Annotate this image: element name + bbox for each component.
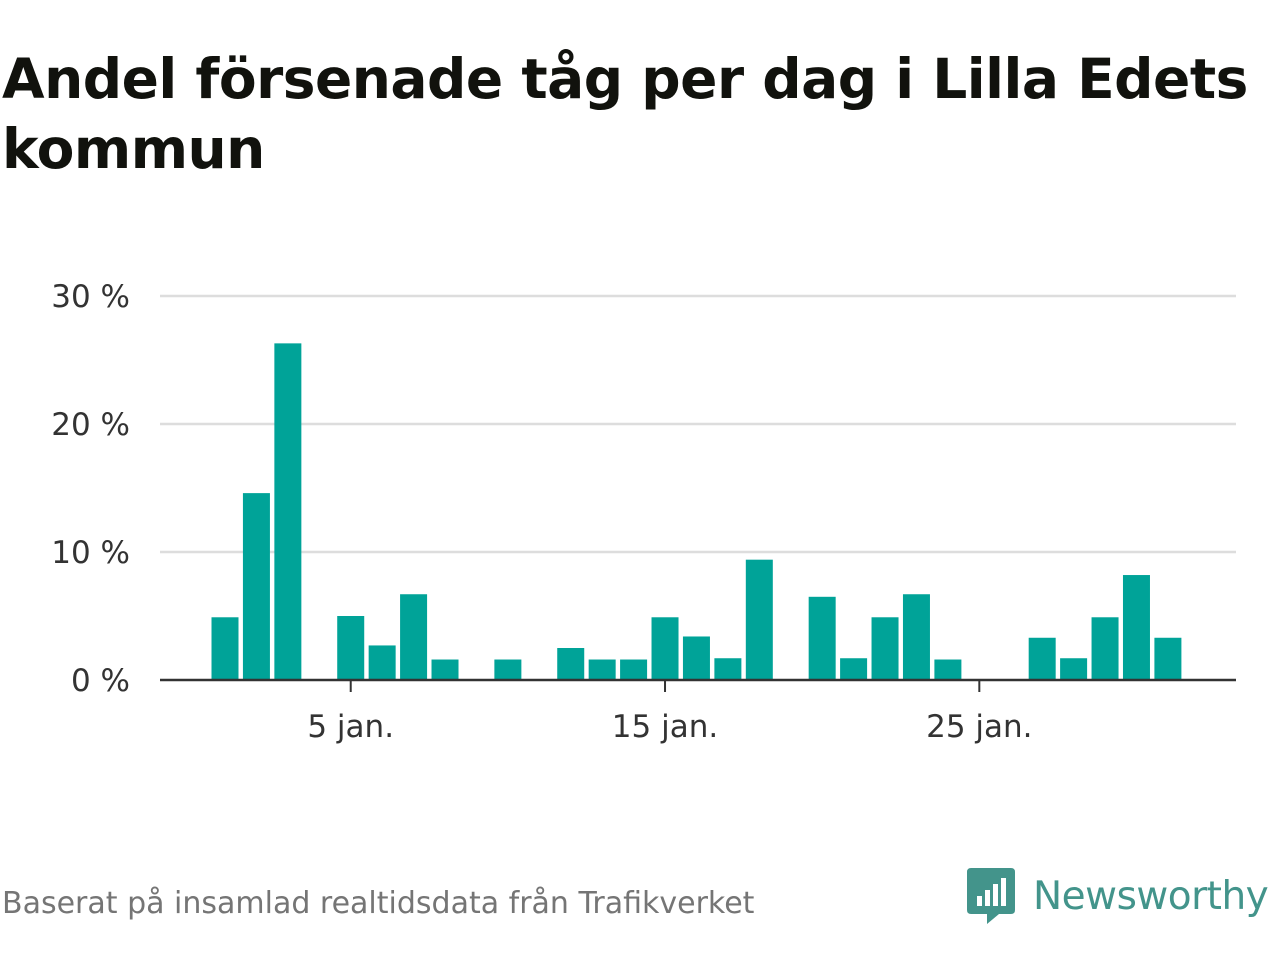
bar (1028, 637, 1056, 680)
bar (745, 559, 773, 680)
bar (242, 493, 270, 680)
bar (588, 659, 616, 680)
bar (1122, 575, 1150, 680)
bar (211, 617, 239, 680)
x-tick-label: 15 jan. (612, 709, 718, 745)
y-tick-label: 10 % (51, 535, 130, 571)
bar (902, 594, 930, 680)
bar (1091, 617, 1119, 680)
newsworthy-logo-icon (967, 868, 1015, 924)
bar (808, 596, 836, 680)
bar (714, 658, 742, 680)
bar (840, 658, 868, 680)
bar (400, 594, 428, 680)
bar (1060, 658, 1088, 680)
x-tick-label: 5 jan. (307, 709, 394, 745)
x-axis: 5 jan. 15 jan. 25 jan. (160, 678, 1236, 745)
chart-title: Andel försenade tåg per dag i Lilla Edet… (2, 47, 1248, 181)
y-axis: 0 % 10 % 20 % 30 % (51, 279, 130, 699)
x-tick-label: 25 jan. (926, 709, 1032, 745)
source-note: Baserat på insamlad realtidsdata från Tr… (2, 886, 755, 921)
bar (682, 636, 710, 680)
bar (871, 617, 899, 680)
bar (620, 659, 648, 680)
gridlines (160, 294, 1236, 554)
brand-name: Newsworthy (1033, 873, 1269, 919)
bar (651, 617, 679, 680)
bar (274, 343, 302, 680)
bar (934, 659, 962, 680)
bar (368, 645, 396, 680)
bar (494, 659, 522, 680)
bars (211, 343, 1182, 680)
y-tick-label: 20 % (51, 407, 130, 443)
brand: Newsworthy (965, 866, 1269, 926)
y-tick-label: 30 % (51, 279, 130, 315)
bar (1154, 637, 1182, 680)
bar (431, 659, 459, 680)
y-tick-label: 0 % (71, 663, 130, 699)
bar (557, 648, 585, 680)
bar (337, 616, 365, 680)
